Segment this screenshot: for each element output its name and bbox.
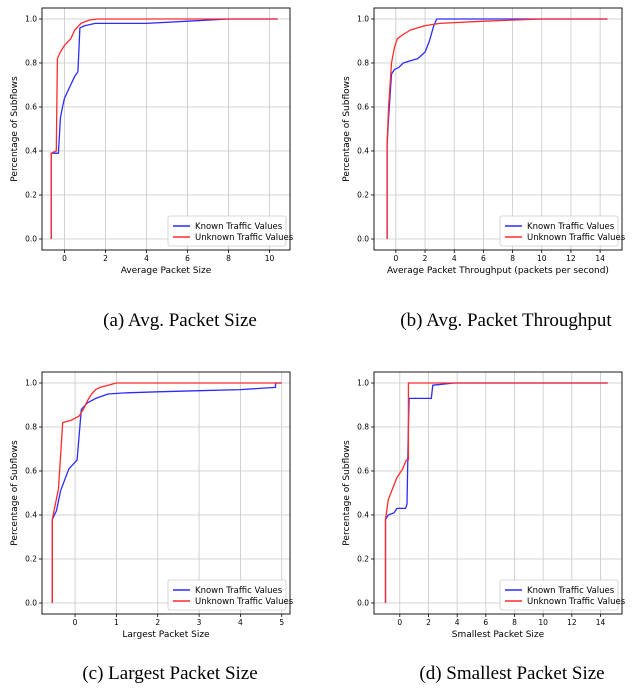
y-tick-label: 0.4 (25, 147, 37, 156)
x-tick-label: 2 (426, 618, 431, 627)
plot-frame (373, 7, 623, 251)
y-tick-label: 0.2 (25, 191, 37, 200)
y-axis-label: Percentage of Subflows (10, 76, 20, 182)
x-tick-label: 10 (538, 618, 548, 627)
y-tick-label: 0.2 (25, 555, 37, 564)
y-tick-label: 0.6 (357, 103, 369, 112)
series-line-known (384, 382, 608, 603)
legend-box (499, 579, 619, 611)
y-tick-label: 0.0 (25, 599, 37, 608)
x-tick-label: 12 (566, 254, 576, 263)
x-tick-label: 0 (62, 254, 67, 263)
x-tick-label: 6 (185, 254, 190, 263)
series-line-known (50, 18, 278, 239)
legend-label: Known Traffic Values (527, 222, 615, 232)
y-tick-label: 0.6 (357, 467, 369, 476)
x-tick-label: 5 (279, 618, 284, 627)
y-tick-label: 0.4 (357, 511, 369, 520)
x-tick-label: 0 (73, 618, 78, 627)
plot-frame (373, 371, 623, 615)
y-tick-label: 0.0 (357, 235, 369, 244)
x-tick-label: 4 (144, 254, 149, 263)
caption-d: (d) Smallest Packet Size (419, 663, 605, 684)
y-tick-label: 0.4 (357, 147, 369, 156)
x-axis-label: Smallest Packet Size (452, 630, 545, 640)
x-tick-label: 4 (452, 254, 457, 263)
x-tick-label: 3 (197, 618, 202, 627)
y-tick-label: 0.0 (357, 599, 369, 608)
legend-label: Known Traffic Values (195, 222, 283, 232)
x-axis-label: Largest Packet Size (122, 630, 210, 640)
x-tick-label: 2 (103, 254, 108, 263)
y-tick-label: 1.0 (25, 379, 37, 388)
x-tick-label: 8 (510, 254, 515, 263)
legend-label: Unknown Traffic Values (527, 233, 626, 243)
chart-panel-1: 0 2 4 6 8 10 12 14 0.0 0.2 0.4 0.6 0.8 1.0 Average Pac… (342, 7, 626, 276)
x-tick-label: 14 (595, 254, 605, 263)
legend-label: Known Traffic Values (527, 586, 615, 596)
x-tick-label: 2 (423, 254, 428, 263)
x-tick-label: 6 (483, 618, 488, 627)
x-tick-label: 8 (512, 618, 517, 627)
legend-box (499, 215, 619, 247)
legend-box (167, 215, 287, 247)
series-line-unknown (384, 382, 608, 603)
y-axis-label: Percentage of Subflows (10, 440, 20, 546)
x-axis-label: Average Packet Throughput (packets per s… (387, 266, 609, 276)
x-tick-label: 6 (481, 254, 486, 263)
caption-c: (c) Largest Packet Size (82, 663, 258, 684)
legend-label: Unknown Traffic Values (195, 233, 294, 243)
series-line-known (386, 18, 608, 239)
plot-frame (41, 371, 291, 615)
y-tick-label: 1.0 (357, 15, 369, 24)
caption-b: (b) Avg. Packet Throughput (400, 310, 612, 331)
series-line-unknown (51, 382, 282, 603)
x-axis-label: Average Packet Size (121, 266, 212, 276)
y-tick-label: 0.8 (357, 59, 369, 68)
y-tick-label: 0.2 (357, 191, 369, 200)
x-tick-label: 8 (226, 254, 231, 263)
y-tick-label: 0.8 (25, 423, 37, 432)
x-tick-label: 14 (596, 618, 606, 627)
caption-a: (a) Avg. Packet Size (103, 310, 257, 331)
x-tick-label: 10 (537, 254, 547, 263)
y-tick-label: 1.0 (25, 15, 37, 24)
legend-label: Unknown Traffic Values (527, 597, 626, 607)
series-line-unknown (50, 18, 278, 239)
y-tick-label: 0.6 (25, 467, 37, 476)
series-line-known (51, 382, 282, 603)
chart-panel-3: 0 2 4 6 8 10 12 14 0.0 0.2 0.4 0.6 0.8 1.0 Smallest Pa… (342, 371, 626, 640)
y-tick-label: 1.0 (357, 379, 369, 388)
x-tick-label: 10 (265, 254, 275, 263)
chart-panel-0: 0 2 4 6 8 10 0.0 0.2 0.4 0.6 0.8 1.0 Average Packet … (10, 7, 294, 276)
x-tick-label: 0 (393, 254, 398, 263)
y-tick-label: 0.0 (25, 235, 37, 244)
y-tick-label: 0.8 (357, 423, 369, 432)
x-tick-label: 12 (567, 618, 577, 627)
legend-label: Unknown Traffic Values (195, 597, 294, 607)
y-tick-label: 0.8 (25, 59, 37, 68)
y-tick-label: 0.4 (25, 511, 37, 520)
y-tick-label: 0.2 (357, 555, 369, 564)
chart-panel-2: 0 1 2 3 4 5 0.0 0.2 0.4 0.6 0.8 1.0 Largest Packet S… (10, 371, 294, 640)
x-tick-label: 1 (114, 618, 119, 627)
x-tick-label: 4 (238, 618, 243, 627)
x-tick-label: 0 (397, 618, 402, 627)
x-tick-label: 4 (455, 618, 460, 627)
legend-box (167, 579, 287, 611)
y-axis-label: Percentage of Subflows (342, 76, 352, 182)
y-tick-label: 0.6 (25, 103, 37, 112)
y-axis-label: Percentage of Subflows (342, 440, 352, 546)
plot-frame (41, 7, 291, 251)
series-line-unknown (386, 18, 608, 239)
legend-label: Known Traffic Values (195, 586, 283, 596)
x-tick-label: 2 (155, 618, 160, 627)
